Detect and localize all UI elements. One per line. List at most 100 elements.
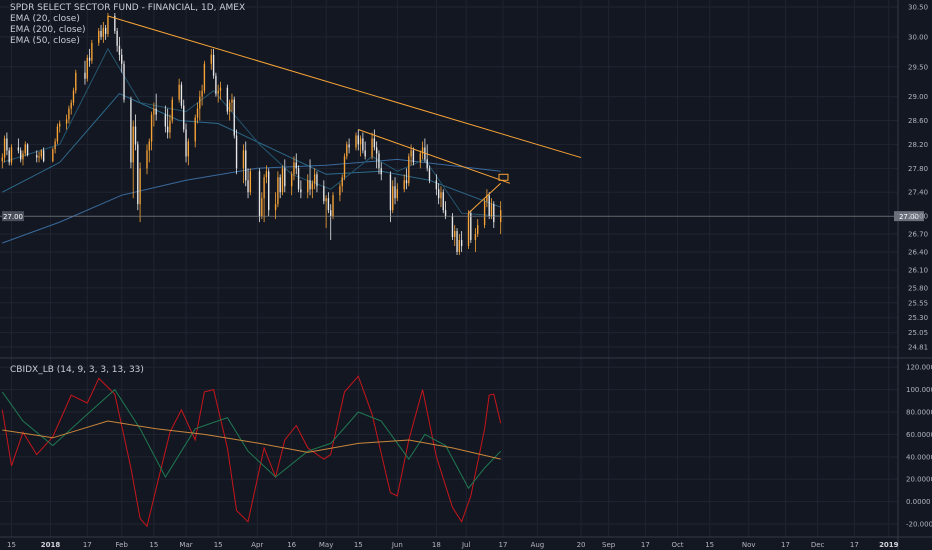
price-tick-label: 28.20 xyxy=(908,141,928,149)
candle-body xyxy=(137,144,139,205)
candle-body xyxy=(488,195,490,217)
candle-body xyxy=(396,189,399,199)
candle-body xyxy=(456,231,458,252)
price-tick-label: 25.30 xyxy=(908,314,928,322)
price-tick-label: 25.05 xyxy=(908,329,928,337)
candle-body xyxy=(277,177,279,205)
last-price-label-right: 27.00 xyxy=(899,213,919,221)
candle-body xyxy=(132,126,134,163)
candle-body xyxy=(88,57,91,61)
candle-body xyxy=(228,102,231,112)
trendline-marker xyxy=(498,173,509,181)
candle-body xyxy=(477,225,479,235)
indicator-tick-label: 40.0000 xyxy=(906,453,932,461)
last-price-tag-left xyxy=(2,211,24,222)
candle-body xyxy=(245,150,247,181)
candle-body xyxy=(40,150,43,157)
candle-body xyxy=(102,27,105,37)
candle-body xyxy=(104,27,107,34)
time-tick-label: 16 xyxy=(287,541,296,549)
candle-body xyxy=(378,153,380,169)
candle-body xyxy=(194,117,196,142)
indicator-tick-label: 20.0000 xyxy=(906,476,932,484)
candle-body xyxy=(59,123,61,127)
candle-body xyxy=(421,147,424,154)
candle-body xyxy=(24,144,26,154)
candle-body xyxy=(279,177,281,193)
indicator-legend: CBIDX_LB (14, 9, 3, 3, 13, 33) xyxy=(10,365,144,376)
candle-body xyxy=(281,168,284,193)
time-tick-label: Jul xyxy=(461,541,471,549)
candle-body xyxy=(454,231,456,238)
candle-body xyxy=(3,138,6,158)
price-tick-label: 26.10 xyxy=(908,266,928,274)
candle-body xyxy=(235,135,238,169)
candle-body xyxy=(91,42,93,61)
last-price-tag-right xyxy=(894,211,924,222)
candle-body xyxy=(148,141,150,151)
candle-body xyxy=(178,84,180,100)
candle-body xyxy=(17,147,20,151)
price-tick-label: 26.70 xyxy=(908,231,928,239)
candle-body xyxy=(1,157,3,162)
candle-body xyxy=(100,30,102,37)
candle-body xyxy=(458,240,461,252)
candle-body xyxy=(22,153,24,160)
candle-body xyxy=(440,192,442,199)
candle-body xyxy=(215,75,217,94)
candle-body xyxy=(19,150,22,160)
candle-body xyxy=(10,147,13,163)
candle-body xyxy=(437,189,440,199)
indicator-green-line xyxy=(1,388,502,490)
candle-body xyxy=(346,144,348,157)
candle-body xyxy=(139,168,141,205)
candle-body xyxy=(419,153,421,163)
time-tick-label: Jun xyxy=(391,541,403,549)
candle-body xyxy=(183,105,185,130)
time-tick-label: 15 xyxy=(149,541,158,549)
candle-body xyxy=(249,171,252,193)
time-tick-label: Oct xyxy=(671,541,683,549)
candle-body xyxy=(121,54,123,64)
candle-body xyxy=(460,240,463,247)
price-tick-label: 24.81 xyxy=(908,344,928,352)
indicator-tick-label: 100.0000 xyxy=(906,386,932,394)
candle-body xyxy=(72,90,75,103)
indicator-tick-label: 80.0000 xyxy=(906,409,932,417)
candle-body xyxy=(226,87,229,112)
time-tick-label: 17 xyxy=(499,541,508,549)
time-tick-label: May xyxy=(319,541,333,549)
indicator-tick-label: 60.0000 xyxy=(906,431,932,439)
candle-body xyxy=(231,99,233,103)
candle-body xyxy=(493,204,495,223)
indicator-orange-line xyxy=(2,420,501,460)
candle-body xyxy=(330,210,332,217)
price-tick-label: 27.00 xyxy=(908,213,928,221)
time-tick-label: Mar xyxy=(179,541,192,549)
candle-body xyxy=(403,180,405,190)
candle-body xyxy=(155,108,157,115)
candle-body xyxy=(268,171,270,211)
candle-body xyxy=(118,45,121,55)
candle-body xyxy=(486,195,488,202)
candle-body xyxy=(70,102,72,109)
indicator-tick-label: 0.0000 xyxy=(906,498,931,506)
candle-body xyxy=(153,108,155,115)
indicator-red-line xyxy=(1,375,502,528)
candle-body xyxy=(332,195,334,217)
candle-body xyxy=(380,168,382,175)
candle-body xyxy=(295,162,297,169)
candle-body xyxy=(68,108,70,120)
candle-body xyxy=(36,155,38,158)
indicator-title: CBIDX_LB (14, 9, 3, 3, 13, 33) xyxy=(10,365,144,375)
candle-body xyxy=(311,183,314,190)
candle-body xyxy=(274,204,277,211)
candle-body xyxy=(265,171,268,178)
candle-body xyxy=(444,210,447,217)
price-tick-label: 25.55 xyxy=(908,299,928,307)
candle-body xyxy=(242,150,245,169)
candle-body xyxy=(130,99,132,163)
candle-body xyxy=(263,177,265,199)
price-tick-label: 29.50 xyxy=(908,63,928,71)
